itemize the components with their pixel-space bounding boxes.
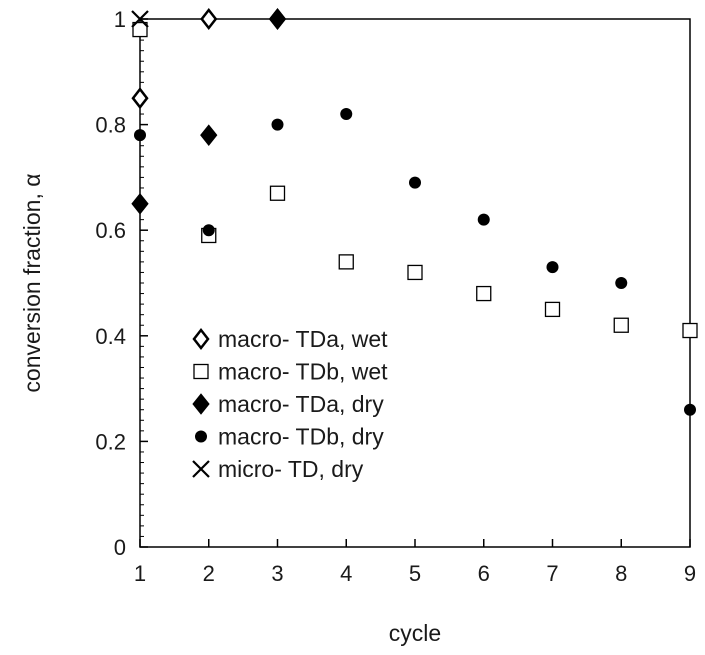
x-tick-label: 9 — [684, 561, 696, 586]
x-axis-title: cycle — [389, 620, 441, 646]
legend-entry: macro- TDb, wet — [193, 359, 388, 385]
data-point — [615, 277, 628, 289]
legend-entry: macro- TDa, wet — [192, 326, 388, 352]
data-point — [200, 7, 218, 31]
data-point — [476, 285, 492, 302]
data-point — [131, 87, 149, 110]
data-point — [268, 8, 287, 30]
legend-entry: macro- TDa, dry — [192, 391, 384, 417]
data-markers — [131, 7, 698, 416]
y-tick-label: 0.2 — [95, 429, 126, 454]
data-point — [131, 192, 149, 215]
legend-marker — [192, 393, 210, 415]
data-point — [682, 322, 698, 339]
data-point — [546, 261, 559, 274]
data-point — [613, 317, 629, 333]
y-axis-title: conversion fraction, α — [19, 173, 45, 392]
legend-label: macro- TDb, dry — [218, 424, 384, 450]
legend-label: macro- TDa, dry — [218, 391, 384, 417]
series-4 — [131, 10, 149, 28]
data-point — [132, 21, 148, 38]
legend-label: macro- TDa, wet — [218, 326, 388, 352]
x-tick-label: 4 — [340, 561, 352, 586]
legend-marker — [195, 430, 207, 443]
x-tick-label: 6 — [478, 561, 490, 586]
legend: macro- TDa, wet macro- TDb, wet macro- TDa… — [192, 326, 388, 482]
x-tick-label: 1 — [134, 561, 146, 586]
x-tick-label: 3 — [271, 561, 283, 586]
data-point — [134, 129, 146, 142]
y-tick-label: 1 — [114, 7, 126, 32]
x-tick-label: 8 — [615, 561, 627, 586]
legend-marker — [193, 363, 209, 380]
legend-marker — [192, 460, 210, 478]
data-point — [407, 264, 423, 281]
data-point — [477, 213, 490, 226]
series-2 — [131, 8, 287, 215]
data-point — [202, 224, 215, 237]
series-1 — [132, 21, 698, 339]
legend-marker — [192, 327, 210, 351]
data-point — [269, 185, 286, 201]
data-point — [271, 118, 284, 131]
data-point — [684, 403, 696, 416]
data-point — [409, 176, 421, 189]
y-tick-label: 0.8 — [95, 113, 126, 138]
data-point — [200, 124, 218, 146]
x-tick-label: 7 — [546, 561, 558, 586]
series-3 — [134, 108, 696, 416]
series-0 — [131, 7, 287, 110]
x-axis-ticks: 1 2 3 4 5 6 7 8 9 — [134, 539, 696, 586]
legend-entry: macro- TDb, dry — [195, 424, 384, 450]
data-point — [544, 301, 561, 318]
legend-entry: micro- TD, dry — [192, 456, 364, 482]
y-axis-ticks: 0 0.2 0.4 0.6 0.8 1 — [95, 7, 148, 560]
y-tick-label: 0.4 — [95, 324, 126, 349]
y-tick-label: 0 — [114, 535, 126, 560]
data-point — [131, 10, 149, 28]
y-tick-label: 0.6 — [95, 218, 126, 243]
x-tick-label: 5 — [409, 561, 421, 586]
data-point — [338, 254, 354, 270]
x-tick-label: 2 — [203, 561, 215, 586]
legend-label: micro- TD, dry — [218, 456, 364, 482]
legend-label: macro- TDb, wet — [218, 359, 388, 385]
data-point — [340, 108, 353, 121]
